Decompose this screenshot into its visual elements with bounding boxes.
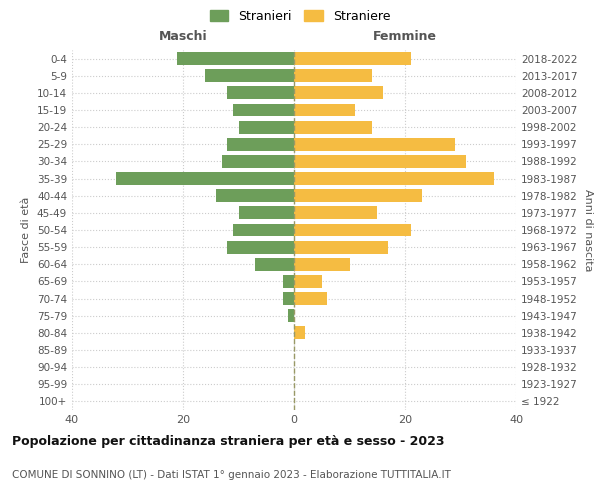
- Bar: [116, 172, 294, 185]
- Bar: [294, 224, 410, 236]
- Bar: [178, 52, 294, 65]
- Text: Popolazione per cittadinanza straniera per età e sesso - 2023: Popolazione per cittadinanza straniera p…: [12, 435, 445, 448]
- Text: COMUNE DI SONNINO (LT) - Dati ISTAT 1° gennaio 2023 - Elaborazione TUTTITALIA.IT: COMUNE DI SONNINO (LT) - Dati ISTAT 1° g…: [12, 470, 451, 480]
- Bar: [217, 190, 294, 202]
- Bar: [294, 138, 455, 150]
- Bar: [294, 190, 422, 202]
- Bar: [283, 292, 294, 305]
- Bar: [255, 258, 294, 270]
- Y-axis label: Anni di nascita: Anni di nascita: [583, 188, 593, 271]
- Bar: [227, 240, 294, 254]
- Bar: [239, 120, 294, 134]
- Bar: [294, 70, 372, 82]
- Text: Femmine: Femmine: [373, 30, 437, 43]
- Bar: [294, 206, 377, 220]
- Bar: [239, 206, 294, 220]
- Bar: [294, 104, 355, 117]
- Bar: [294, 86, 383, 100]
- Bar: [227, 138, 294, 150]
- Bar: [294, 52, 410, 65]
- Bar: [289, 310, 294, 322]
- Bar: [294, 258, 350, 270]
- Bar: [294, 240, 388, 254]
- Bar: [233, 104, 294, 117]
- Bar: [294, 120, 372, 134]
- Text: Maschi: Maschi: [158, 30, 208, 43]
- Bar: [294, 292, 328, 305]
- Bar: [294, 275, 322, 288]
- Bar: [294, 326, 305, 340]
- Bar: [227, 86, 294, 100]
- Bar: [222, 155, 294, 168]
- Bar: [205, 70, 294, 82]
- Bar: [294, 172, 494, 185]
- Y-axis label: Fasce di età: Fasce di età: [22, 197, 31, 263]
- Legend: Stranieri, Straniere: Stranieri, Straniere: [206, 6, 394, 26]
- Bar: [283, 275, 294, 288]
- Bar: [233, 224, 294, 236]
- Bar: [294, 155, 466, 168]
